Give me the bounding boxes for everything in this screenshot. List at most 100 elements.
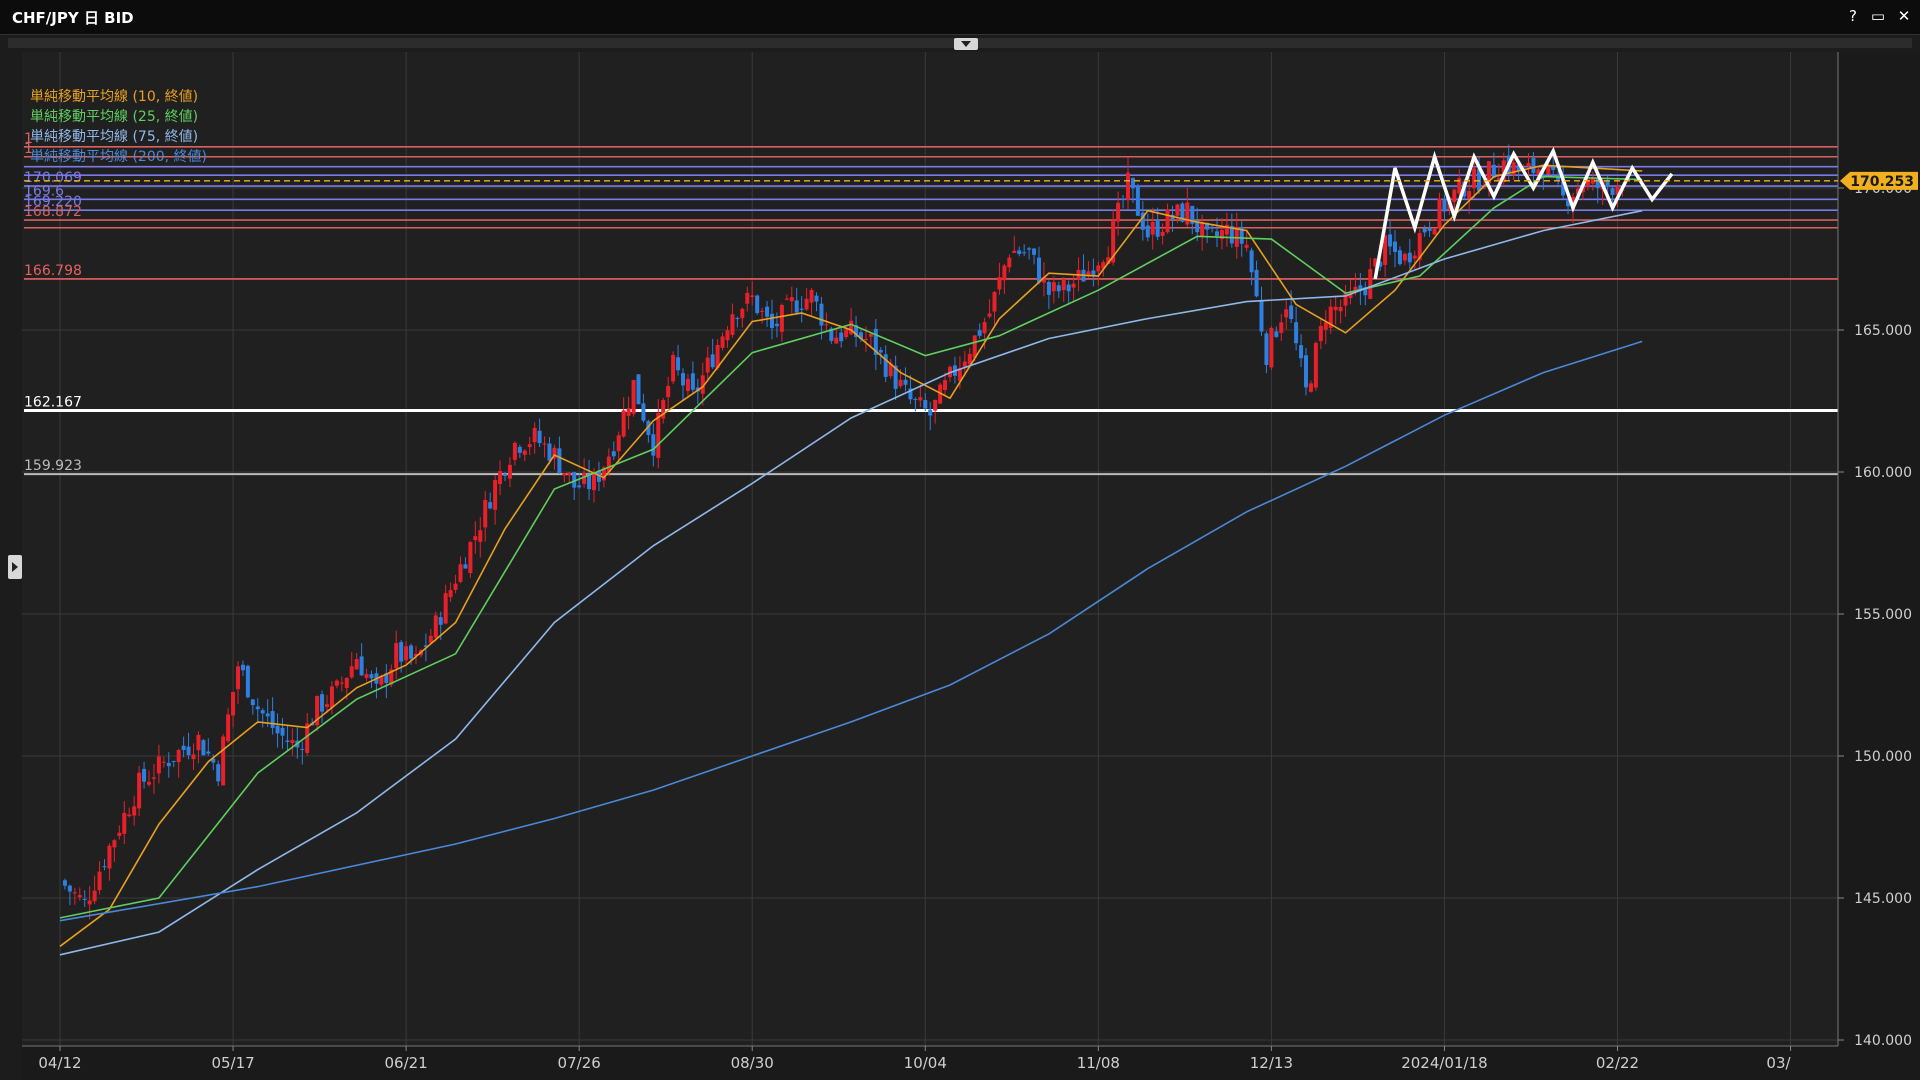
candle-body: [646, 421, 651, 435]
candle-body: [542, 443, 547, 445]
candle-body: [473, 536, 478, 541]
candle-body: [868, 333, 873, 337]
candle-body: [1116, 202, 1121, 222]
level-label: 162.167: [24, 394, 82, 410]
candle-body: [1427, 228, 1432, 231]
candle-body: [265, 713, 270, 717]
candle-body: [859, 332, 863, 339]
candle-body: [1165, 209, 1170, 233]
candle-body: [1002, 265, 1007, 281]
candle-body: [636, 374, 641, 405]
candle-body: [572, 472, 577, 488]
y-tick-label: 140.000: [1854, 1033, 1912, 1049]
maximize-icon[interactable]: ▭: [1870, 7, 1886, 25]
help-icon[interactable]: ?: [1849, 7, 1857, 25]
legend-sma-25[interactable]: 単純移動平均線 (25, 終値): [30, 109, 199, 125]
close-icon[interactable]: ✕: [1897, 7, 1911, 25]
level-label: 1: [24, 131, 33, 147]
candle-body: [1096, 265, 1101, 272]
candle-body: [1007, 257, 1012, 268]
candle-body: [1249, 250, 1254, 273]
candle-body: [1496, 177, 1501, 181]
candle-body: [1457, 178, 1462, 194]
candle-body: [67, 885, 72, 892]
candle-body: [389, 669, 394, 685]
candle-body: [1467, 190, 1472, 199]
candle-body: [1289, 305, 1294, 320]
candle-body: [779, 304, 784, 332]
x-tick-label: 2024/01/18: [1401, 1054, 1487, 1072]
candle-body: [226, 714, 231, 742]
candle-body: [908, 388, 913, 400]
candle-body: [1595, 178, 1600, 188]
candle-body: [384, 673, 389, 683]
candle-body: [354, 659, 359, 670]
x-tick-label: 11/08: [1077, 1054, 1120, 1072]
candle-body: [137, 772, 142, 809]
candle-body: [280, 727, 285, 736]
candle-body: [1210, 226, 1215, 229]
candle-body: [888, 363, 893, 377]
candle-body: [1155, 219, 1160, 237]
candle-body: [606, 456, 611, 473]
candle-body: [255, 706, 260, 710]
candle-body: [690, 373, 695, 390]
candle-body: [236, 666, 240, 690]
candle-body: [863, 338, 868, 340]
level-label: 170.069: [24, 170, 82, 186]
candle-body: [967, 353, 972, 365]
candle-body: [1358, 285, 1363, 291]
candle-body: [992, 291, 997, 312]
legend-sma-10[interactable]: 単純移動平均線 (10, 終値): [30, 89, 199, 105]
chevron-down-icon[interactable]: [954, 38, 978, 50]
candle-body: [339, 682, 344, 684]
x-tick-label: 07/26: [558, 1054, 601, 1072]
candle-body: [1229, 226, 1234, 244]
candle-body: [839, 332, 844, 342]
candle-body: [651, 434, 656, 456]
candle-body: [1086, 271, 1091, 277]
candle-body: [1056, 285, 1061, 292]
candle-body: [1017, 250, 1022, 255]
candle-body: [1304, 355, 1308, 388]
candle-body: [181, 745, 186, 751]
title-bar: CHF/JPY 日 BID ? ▭ ✕: [0, 0, 1920, 35]
candle-body: [517, 446, 522, 453]
window-title: CHF/JPY 日 BID: [12, 9, 134, 27]
legend-sma-75[interactable]: 単純移動平均線 (75, 終値): [30, 129, 199, 145]
grid-lines: [22, 52, 1838, 1046]
candle-body: [409, 645, 414, 659]
candle-body: [671, 354, 676, 382]
legend-sma-200[interactable]: 単純移動平均線 (200, 終値): [30, 149, 207, 165]
candle-body: [1393, 241, 1397, 252]
candle-body: [923, 400, 928, 409]
x-tick-label: 02/22: [1596, 1054, 1639, 1072]
candle-body: [740, 308, 745, 319]
candle-body: [453, 583, 458, 590]
candle-body: [1486, 161, 1491, 184]
candle-body: [112, 840, 117, 848]
candle-body: [1160, 231, 1165, 236]
candle-body: [498, 470, 503, 485]
candle-body: [1259, 299, 1264, 332]
candle-body: [1472, 168, 1477, 189]
candle-body: [1328, 306, 1333, 329]
candle-body: [557, 448, 562, 473]
level-label: 159.923: [24, 458, 82, 474]
candle-body: [700, 375, 705, 394]
candle-body: [893, 365, 898, 389]
candle-body: [1051, 282, 1056, 292]
candle-body: [512, 442, 517, 460]
chevron-right-icon[interactable]: [8, 555, 22, 579]
x-tick-label: 06/21: [384, 1054, 427, 1072]
candle-body: [1140, 212, 1145, 230]
candle-body: [1585, 179, 1590, 187]
candle-body: [1254, 269, 1259, 297]
candle-body: [1215, 231, 1219, 236]
candle-body: [1185, 202, 1190, 225]
candle-body: [844, 329, 849, 337]
candle-body: [849, 320, 854, 335]
candle-body: [1032, 248, 1037, 255]
candle-body: [369, 674, 374, 679]
